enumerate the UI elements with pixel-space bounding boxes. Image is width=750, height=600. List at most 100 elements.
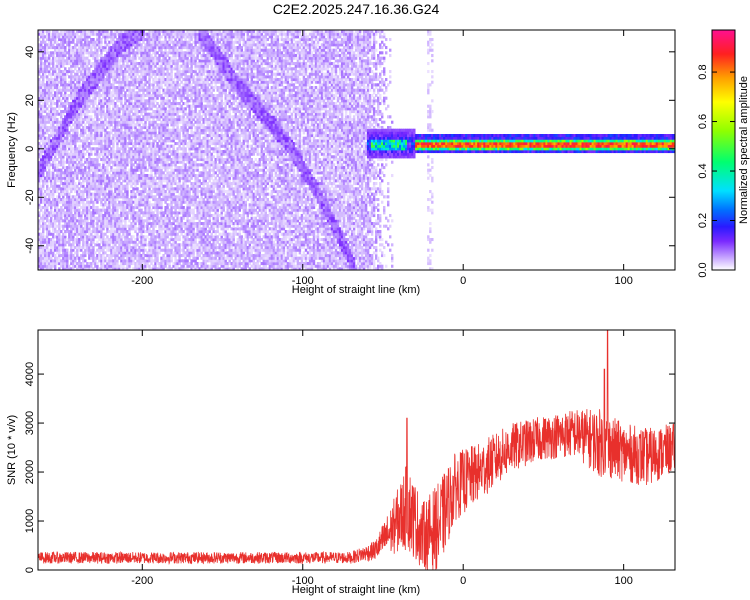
spectrogram-cell xyxy=(76,195,79,199)
spectrogram-cell xyxy=(44,128,47,132)
spectrogram-cell xyxy=(88,142,91,146)
spectrogram-cell xyxy=(80,83,83,87)
spectrogram-cell xyxy=(48,174,51,178)
spectrogram-cell xyxy=(76,206,79,210)
spectrogram-cell xyxy=(52,150,55,154)
spectrogram-cell xyxy=(76,200,79,204)
spectrogram-cell xyxy=(78,190,81,194)
spectrogram-cell xyxy=(70,171,73,175)
spectrogram-cell xyxy=(60,174,63,178)
spectrogram-cell xyxy=(64,99,67,103)
spectrogram-cell xyxy=(156,142,159,146)
spectrogram-cell xyxy=(38,107,41,111)
spectrogram-cell xyxy=(156,254,159,258)
spectrogram-cell xyxy=(108,134,111,138)
spectrogram-cell xyxy=(72,238,75,242)
spectrogram-cell xyxy=(76,139,79,143)
spectrogram-cell xyxy=(158,88,161,92)
spectrogram-cell xyxy=(60,40,63,44)
spectrogram-cell xyxy=(100,40,103,44)
spectrogram-cell xyxy=(70,179,73,183)
spectrogram-cell xyxy=(76,235,79,239)
spectrogram-cell xyxy=(126,174,129,178)
spectrogram-cell xyxy=(148,126,151,130)
spectrogram-cell xyxy=(58,214,61,218)
spectrogram-cell xyxy=(54,198,57,202)
spectrogram-cell xyxy=(56,262,59,266)
spectrogram-cell xyxy=(46,155,49,159)
spectrogram-cell xyxy=(68,267,71,270)
spectrogram-cell xyxy=(48,86,51,90)
spectrogram-cell xyxy=(48,78,51,82)
spectrogram-cell xyxy=(54,131,57,135)
spectrogram-cell xyxy=(40,83,43,87)
spectrogram-cell xyxy=(88,144,91,148)
spectrogram-cell xyxy=(58,131,61,135)
spectrogram-cell xyxy=(130,46,133,50)
spectrogram-cell xyxy=(68,192,71,196)
spectrogram-cell xyxy=(78,238,81,242)
spectrogram-cell xyxy=(90,102,93,106)
spectrogram-cell xyxy=(82,171,85,175)
spectrogram-cell xyxy=(64,224,67,228)
spectrogram-cell xyxy=(84,96,87,100)
spectrogram-cell xyxy=(84,67,87,71)
spectrogram-cell xyxy=(70,238,73,242)
spectrogram-cell xyxy=(38,142,41,146)
spectrogram-cell xyxy=(58,187,61,191)
spectrogram-cell xyxy=(74,86,77,90)
spectrogram-cell xyxy=(84,91,87,95)
spectrogram-cell xyxy=(58,259,61,263)
spectrogram-cell xyxy=(72,152,75,156)
spectrogram-cell xyxy=(82,78,85,82)
spectrogram-cell xyxy=(90,160,93,164)
spectrogram-cell xyxy=(104,118,107,122)
spectrogram-cell xyxy=(160,206,163,210)
spectrogram-cell xyxy=(60,118,63,122)
spectrogram-cell xyxy=(66,158,69,162)
spectrogram-cell xyxy=(68,243,71,247)
spectrogram-cell xyxy=(80,214,83,218)
spectrogram-cell xyxy=(42,166,45,170)
spectrogram-cell xyxy=(100,118,103,122)
spectrogram-cell xyxy=(78,219,81,223)
spectrogram-cell xyxy=(54,166,57,170)
spectrogram-cell xyxy=(38,214,41,218)
spectrogram-cell xyxy=(88,200,91,204)
spectrogram-cell xyxy=(56,99,59,103)
spectrogram-cell xyxy=(66,70,69,74)
spectrogram-cell xyxy=(88,190,91,194)
spectrogram-cell xyxy=(84,264,87,268)
spectrogram-cell xyxy=(70,206,73,210)
spectrogram-cell xyxy=(70,32,73,36)
spectrogram-cell xyxy=(46,179,49,183)
spectrogram-cell xyxy=(42,107,45,111)
spectrogram-cell xyxy=(60,176,63,180)
spectrogram-cell xyxy=(60,214,63,218)
spectrogram-cell xyxy=(80,67,83,71)
spectrogram-cell xyxy=(84,227,87,231)
spectrogram-cell xyxy=(84,166,87,170)
spectrogram-cell xyxy=(60,83,63,87)
spectrogram-cell xyxy=(70,144,73,148)
spectrogram-cell xyxy=(82,256,85,260)
spectrogram-cell xyxy=(66,72,69,76)
spectrogram-cell xyxy=(54,91,57,95)
spectrogram-cell xyxy=(48,222,51,226)
spectrogram-cell xyxy=(66,56,69,60)
spectrogram-cell xyxy=(48,70,51,74)
spectrogram-cell xyxy=(42,64,45,68)
spectrogram-cell xyxy=(160,230,163,234)
spectrogram-cell xyxy=(148,118,151,122)
spectrogram-cell xyxy=(50,80,53,84)
spectrogram-cell xyxy=(54,200,57,204)
spectrogram-cell xyxy=(64,83,67,87)
spectrogram-cell xyxy=(62,83,65,87)
spectrogram-cell xyxy=(86,160,89,164)
spectrogram-cell xyxy=(46,184,49,188)
spectrogram-cell xyxy=(160,112,163,116)
spectrogram-cell xyxy=(58,126,61,130)
spectrogram-cell xyxy=(48,232,51,236)
spectrogram-cell xyxy=(80,32,83,36)
spectrogram-cell xyxy=(142,158,145,162)
